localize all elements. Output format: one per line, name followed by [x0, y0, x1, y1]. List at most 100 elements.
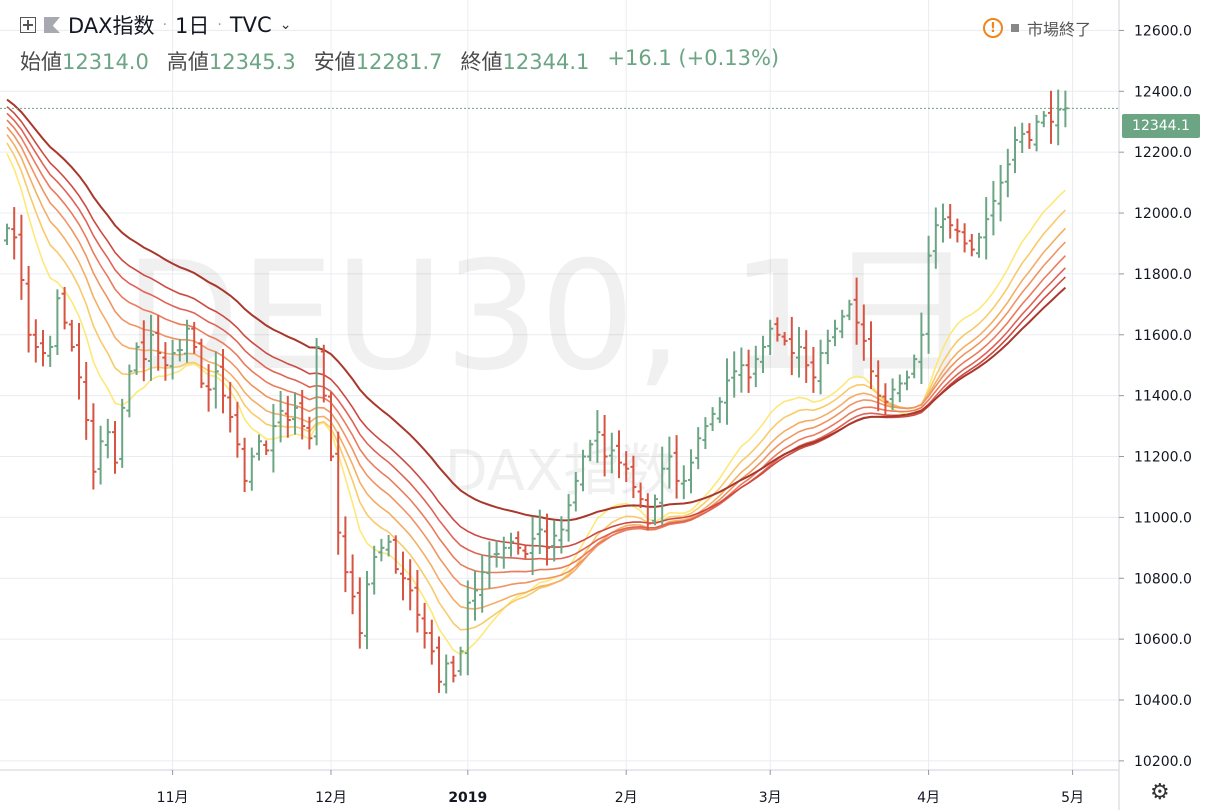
ohlc-bar	[184, 319, 190, 363]
ohlc-bar	[889, 378, 896, 411]
y-tick-label: 12600.0	[1134, 23, 1192, 39]
flag-icon[interactable]	[44, 17, 60, 33]
high-group: 高値12345.3	[167, 46, 296, 76]
ohlc-bar	[752, 345, 759, 388]
ohlc-values: 始値12314.0 高値12345.3 安値12281.7 終値12344.1 …	[20, 46, 779, 76]
ohlc-bar	[767, 319, 774, 355]
ohlc-bar	[940, 203, 946, 243]
ohlc-bar	[947, 203, 954, 239]
ohlc-bar	[846, 299, 853, 321]
ohlc-bar	[724, 358, 730, 425]
ohlc-bar	[349, 554, 356, 615]
ohlc-bar	[673, 435, 680, 499]
ohlc-bar	[162, 342, 169, 381]
high-label: 高値	[166, 50, 209, 74]
ohlc-bar	[644, 493, 651, 531]
ma-line	[6, 126, 1066, 591]
y-tick-label: 12200.0	[1134, 145, 1192, 161]
ohlc-bar	[155, 315, 162, 371]
ohlc-bar	[796, 327, 802, 378]
ohlc-bar	[558, 516, 565, 554]
chart-header: DAX指数 · 1日 · TVC ⌄ 始値12314.0 高値12345.3 安…	[20, 10, 779, 74]
warning-icon[interactable]: !	[983, 18, 1003, 38]
x-tick-label: 11月	[157, 790, 189, 806]
y-tick-label: 10800.0	[1134, 571, 1192, 587]
ohlc-bar	[25, 265, 32, 353]
ohlc-bar	[1055, 89, 1062, 146]
ohlc-bar	[817, 339, 824, 395]
ohlc-bar	[781, 332, 788, 346]
ohlc-bar	[788, 316, 795, 376]
separator-dot: ·	[162, 17, 168, 33]
ohlc-bar	[580, 449, 586, 492]
ohlc-bar	[709, 407, 716, 432]
ohlc-bar	[637, 482, 644, 509]
y-tick-label: 11800.0	[1134, 267, 1192, 283]
ohlc-bar	[522, 546, 529, 559]
separator-dot: ·	[217, 17, 222, 33]
open-group: 始値12314.0	[20, 46, 149, 76]
ohlc-bar	[191, 321, 198, 354]
ohlc-bar	[371, 545, 378, 595]
ma-line	[6, 112, 1066, 561]
symbol-name[interactable]: DAX指数	[68, 14, 155, 38]
ohlc-bar	[824, 329, 831, 365]
time-axis[interactable]: 11月 12月 2019 2月 3月 4月 5月	[157, 770, 1084, 806]
ohlc-bars	[4, 89, 1069, 694]
watermark-sub: DAX指数	[445, 439, 676, 504]
ohlc-bar	[90, 403, 97, 490]
ohlc-bar	[119, 398, 126, 468]
ohlc-bar	[803, 330, 810, 383]
ma-line	[6, 142, 1066, 631]
ohlc-bar	[76, 323, 82, 400]
interval-label[interactable]: 1日	[175, 14, 210, 38]
ohlc-bar	[97, 425, 104, 485]
ohlc-bar	[1004, 148, 1011, 198]
ohlc-bar	[414, 569, 421, 633]
ohlc-bar	[47, 335, 54, 367]
ohlc-bar	[486, 541, 493, 589]
expand-icon[interactable]	[20, 17, 36, 33]
ohlc-bar	[198, 338, 205, 389]
x-tick-label: 3月	[759, 790, 782, 806]
ma-line	[6, 98, 1067, 522]
high-value: 12345.3	[208, 50, 296, 74]
source-label[interactable]: TVC	[229, 13, 272, 37]
x-tick-label: 12月	[315, 790, 347, 806]
ohlc-bar	[875, 360, 882, 412]
ohlc-bar	[738, 347, 745, 393]
gear-icon[interactable]: ⚙	[1150, 780, 1170, 805]
ohlc-bar	[680, 465, 687, 500]
ohlc-bar	[68, 319, 75, 352]
y-tick-label: 11600.0	[1134, 328, 1192, 344]
ohlc-bar	[911, 354, 918, 379]
chevron-down-icon[interactable]: ⌄	[279, 17, 292, 33]
ohlc-bar	[666, 436, 673, 489]
ohlc-bar	[40, 329, 46, 367]
ohlc-bar	[328, 392, 334, 462]
ohlc-bar	[997, 164, 1004, 222]
ohlc-bar	[4, 223, 10, 245]
y-tick-label: 10400.0	[1134, 693, 1192, 709]
close-value: 12344.1	[502, 50, 590, 74]
ohlc-bar	[954, 218, 961, 243]
ohlc-bar	[479, 554, 486, 613]
ohlc-bar	[630, 455, 637, 499]
ma-line	[6, 119, 1066, 574]
ohlc-bar	[407, 559, 414, 611]
ohlc-bar	[760, 335, 766, 374]
ohlc-bar	[623, 451, 630, 483]
price-axis[interactable]: 12600.0 12400.0 12200.0 12000.0 11800.0 11600…	[1119, 23, 1192, 770]
ohlc-bar	[1040, 111, 1047, 128]
ohlc-bar	[104, 418, 111, 459]
status-square-icon	[1011, 24, 1019, 32]
low-value: 12281.7	[355, 50, 443, 74]
ohlc-bar	[436, 636, 442, 693]
ohlc-bar	[306, 416, 313, 450]
ohlc-bar	[421, 602, 428, 649]
ohlc-bar	[83, 362, 90, 440]
market-status[interactable]: ! 市場終了	[983, 16, 1091, 40]
ohlc-bar	[551, 520, 558, 562]
ohlc-bar	[378, 538, 385, 562]
